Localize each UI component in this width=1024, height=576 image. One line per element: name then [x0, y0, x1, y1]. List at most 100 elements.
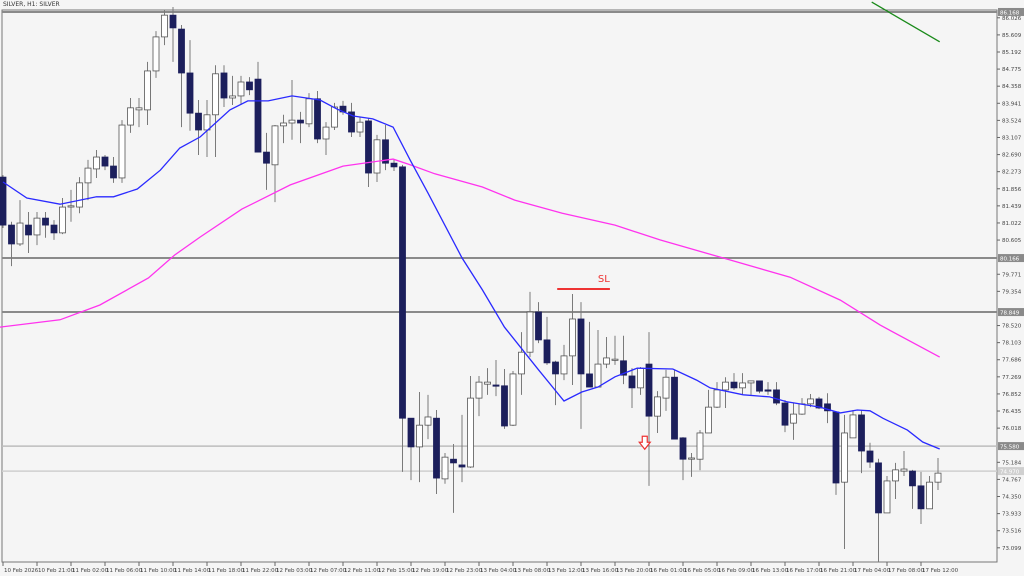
- candle: [832, 411, 840, 495]
- candle-body: [50, 224, 58, 234]
- candle: [509, 371, 517, 426]
- candle: [169, 6, 177, 62]
- candle: [237, 75, 245, 105]
- level-price-tag: [998, 467, 1024, 476]
- candle: [773, 382, 780, 406]
- candle: [781, 400, 789, 433]
- candle-body: [237, 81, 245, 97]
- candle-body: [16, 222, 24, 245]
- x-tick-label: 11 Feb 22:00: [242, 568, 279, 574]
- candle: [739, 373, 746, 395]
- y-tick-label: 73.516: [1002, 529, 1022, 535]
- candle: [798, 398, 806, 415]
- candle-body: [875, 462, 882, 514]
- candle-body: [917, 485, 925, 510]
- candle: [356, 116, 364, 137]
- candle: [450, 444, 457, 513]
- y-tick-label: 76.435: [1002, 409, 1022, 415]
- candle: [637, 366, 644, 395]
- x-tick-label: 11 Feb 06:00: [106, 568, 143, 574]
- candle-body: [926, 481, 933, 510]
- candle: [271, 125, 279, 203]
- candle: [807, 394, 814, 408]
- candle-body: [900, 468, 908, 472]
- candle-body: [8, 224, 15, 245]
- candle-body: [594, 363, 602, 388]
- candle: [399, 164, 406, 472]
- candle-body: [909, 470, 916, 487]
- candle-body: [67, 205, 75, 208]
- y-tick-label: 81.022: [1002, 221, 1021, 227]
- candle-body: [484, 381, 491, 385]
- x-tick-label: 12 Feb 19:00: [412, 568, 449, 574]
- candle-body: [127, 107, 134, 126]
- candle: [348, 102, 355, 137]
- candle: [535, 302, 542, 344]
- candle-body: [331, 106, 338, 128]
- candle: [841, 414, 848, 549]
- candle: [492, 359, 500, 397]
- candle: [696, 430, 704, 471]
- x-tick-label: 11 Feb 02:00: [72, 568, 109, 574]
- candle: [8, 221, 15, 267]
- fast-moving-average-line: [2, 95, 940, 450]
- candle-body: [110, 165, 117, 179]
- candle-body: [841, 432, 848, 483]
- candle-body: [305, 98, 313, 125]
- candle-body: [892, 469, 899, 482]
- candle-body: [815, 398, 823, 409]
- candle-body: [832, 411, 840, 484]
- y-tick-label: 83.107: [1002, 135, 1022, 141]
- y-tick-label: 77.269: [1002, 375, 1022, 381]
- candle: [883, 476, 891, 514]
- candle: [713, 382, 721, 408]
- candle-body: [84, 167, 92, 184]
- candle: [288, 79, 296, 140]
- sell-arrow-icon: [638, 435, 652, 451]
- candle-body: [492, 384, 500, 387]
- candle-body: [858, 414, 865, 452]
- candle-body: [59, 206, 66, 234]
- candle-body: [433, 417, 440, 479]
- stop-loss-label: SL: [598, 274, 610, 285]
- level-price-label: 78.849: [1000, 311, 1020, 317]
- candle: [603, 337, 610, 369]
- candle-body: [254, 78, 262, 153]
- candle-body: [705, 406, 712, 434]
- candle: [297, 111, 304, 144]
- candle-body: [297, 119, 304, 124]
- candle-body: [501, 385, 508, 427]
- candle: [705, 389, 712, 434]
- candle-body: [314, 98, 321, 140]
- candle: [101, 154, 109, 171]
- candle: [407, 417, 415, 481]
- candle-body: [246, 81, 253, 91]
- y-tick-label: 81.856: [1002, 187, 1022, 193]
- x-tick-label: 16 Feb 13:00: [752, 568, 789, 574]
- candle-body: [807, 398, 814, 405]
- y-tick-label: 73.099: [1002, 546, 1022, 552]
- candle-body: [178, 28, 185, 74]
- level-price-tag: [998, 254, 1024, 263]
- candle-body: [586, 373, 593, 388]
- candle: [127, 97, 134, 133]
- x-tick-label: 13 Feb 20:00: [616, 568, 653, 574]
- candle: [875, 458, 882, 563]
- candle: [467, 375, 474, 468]
- y-tick-label: 84.775: [1002, 67, 1022, 73]
- y-tick-label: 73.933: [1002, 512, 1022, 518]
- level-price-label: 86.168: [1000, 10, 1020, 16]
- candle-body: [603, 357, 610, 365]
- x-tick-label: 16 Feb 21:00: [820, 568, 857, 574]
- candle: [628, 368, 636, 408]
- candle: [909, 469, 916, 509]
- candle: [569, 293, 576, 385]
- candle: [866, 442, 874, 468]
- candle-body: [781, 402, 789, 426]
- candle: [365, 118, 372, 187]
- candle-body: [883, 480, 891, 514]
- candle: [220, 65, 228, 108]
- candle-body: [424, 416, 432, 426]
- candle-body: [42, 217, 49, 226]
